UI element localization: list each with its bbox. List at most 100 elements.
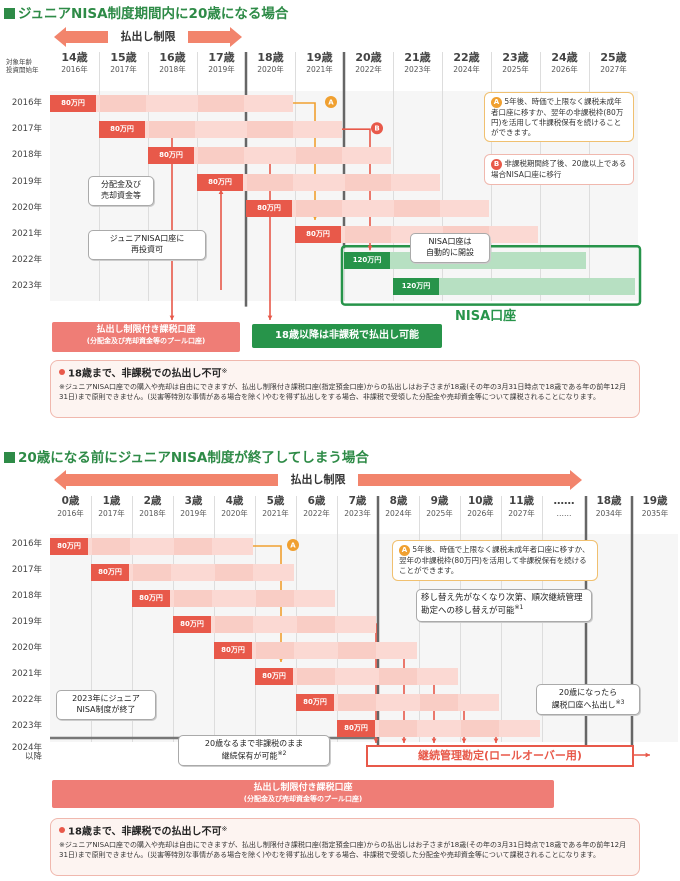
nisa-amount-box: 120万円 [393, 278, 439, 296]
column-year: 2026年 [467, 508, 494, 518]
amount-box: 80万円 [132, 590, 170, 607]
row-year-label: 2017年 [11, 124, 42, 135]
column-age: 17歳 [208, 51, 235, 64]
rollover-arrow-3-head [373, 738, 379, 743]
column-year: 2020年 [221, 508, 248, 518]
column-header: 0歳 2016年 [50, 496, 91, 517]
column-age: 18歳 [257, 51, 284, 64]
column-year: 2026年 [551, 65, 578, 74]
holding-period-cell [502, 720, 540, 737]
column-divider [91, 496, 92, 742]
restriction-label: 払出し制限 [278, 474, 358, 486]
holding-period-cell [338, 616, 376, 633]
amount-box: 80万円 [197, 173, 243, 191]
row-year-label: 2020年 [11, 202, 42, 213]
holding-period-cell [174, 538, 212, 555]
row-year-label: 2024年 以降 [11, 743, 42, 763]
holding-period-cell [296, 121, 342, 139]
column-age: 11歳 [508, 495, 535, 507]
column-divider [132, 496, 133, 742]
badge-a-marker [287, 539, 299, 551]
column-year: 2024年 [385, 508, 412, 518]
rollover-arrow-4-head [401, 738, 407, 743]
column-header: ………… [542, 496, 586, 517]
amount-box: 80万円 [50, 95, 96, 112]
amount-box: 80万円 [246, 199, 292, 217]
callout-end: 2023年にジュニア NISA制度が終了 [56, 690, 156, 720]
holding-period-cell [247, 95, 293, 112]
holding-period-cell [345, 173, 391, 191]
holding-period-cell [198, 95, 244, 112]
amount-box: 80万円 [173, 616, 211, 633]
nisa-account-outline [340, 244, 642, 306]
holding-period-cell [420, 694, 458, 711]
restriction-arrow-left [54, 470, 66, 490]
column-age: 6歳 [307, 495, 326, 507]
holding-period-cell [215, 538, 253, 555]
bullet-icon [59, 827, 65, 834]
row-year-label: 2019年 [11, 617, 42, 627]
holding-period-cell [198, 121, 244, 139]
info-box-1: 18歳まで、非課税での払出し不可※ ※ジュニアNISA口座での購入や売却は自由に… [50, 360, 640, 418]
column-year: 2017年 [98, 508, 125, 518]
amount-box: 80万円 [255, 668, 293, 685]
column-age: 1歳 [102, 495, 121, 507]
column-header: 5歳 2021年 [255, 496, 296, 517]
column-year: 2025年 [502, 65, 529, 74]
holding-period-cell [133, 538, 171, 555]
badge-a-icon: A [491, 97, 502, 108]
holding-period-cell [297, 668, 335, 685]
amount-box: 80万円 [295, 226, 341, 243]
holding-period-cell [247, 121, 293, 139]
nisa-account-label: NISA口座 [455, 309, 517, 324]
row-year-label: 2018年 [11, 150, 42, 161]
column-header: 4歳 2020年 [214, 496, 255, 517]
transfer-arrow-b-head [367, 245, 373, 251]
column-header: 3歳 2019年 [173, 496, 214, 517]
column-age: 14歳 [61, 51, 88, 64]
rollover-arrow-7-head [493, 738, 499, 743]
title-square-icon [4, 8, 15, 19]
section2-title: 20歳になる前にジュニアNISA制度が終了してしまう場合 [4, 446, 369, 466]
column-divider [442, 52, 443, 301]
column-header: 25歳 2027年 [589, 52, 638, 74]
column-header: 2歳 2018年 [132, 496, 173, 517]
column-year: 2019年 [180, 508, 207, 518]
column-year: 2025年 [426, 508, 453, 518]
column-header: 15歳 2017年 [99, 52, 148, 74]
holding-period-cell [338, 668, 376, 685]
column-age: 16歳 [159, 51, 186, 64]
restriction-arrow-right [570, 470, 582, 490]
holding-period-cell [256, 564, 294, 581]
holding-period-cell [461, 720, 499, 737]
column-header: 6歳 2022年 [296, 496, 337, 517]
column-year: 2019年 [208, 65, 235, 74]
holding-period-cell [379, 720, 417, 737]
column-age: 3歳 [184, 495, 203, 507]
info-box-2: 18歳まで、非課税での払出し不可※ ※ジュニアNISA口座での購入や売却は自由に… [50, 818, 640, 876]
section1-title: ジュニアNISA制度期間内に20歳になる場合 [4, 2, 288, 22]
holding-period-cell [149, 95, 195, 112]
row-year-label: 2016年 [11, 98, 42, 108]
row-year-label: 2023年 [11, 721, 42, 731]
column-age: 15歳 [110, 51, 137, 64]
holding-period-cell [420, 668, 458, 685]
axis-label: 対象年齢 投資開始年 [6, 58, 39, 75]
amount-box: 80万円 [99, 121, 145, 139]
row-year-label: 2017年 [11, 565, 42, 575]
column-header: 16歳 2018年 [148, 52, 197, 74]
badge-b-marker-text: B [374, 125, 379, 133]
column-age: 0歳 [61, 495, 80, 507]
row-year-label: 2018年 [11, 591, 42, 601]
holding-period-cell [215, 564, 253, 581]
column-header: 19歳 2021年 [295, 52, 344, 74]
holding-period-cell [215, 616, 253, 633]
row-year-label: 2019年 [11, 176, 42, 187]
column-year: 2023年 [344, 508, 371, 518]
banner-restricted-account-2: 払出し制限付き課税口座 (分配金及び売却資金等のプール口座) [52, 780, 554, 808]
column-year: 2034年 [595, 508, 623, 518]
column-age: …… [553, 495, 575, 507]
column-header: 20歳 2022年 [344, 52, 393, 74]
amount-box: 80万円 [91, 564, 129, 581]
holding-period-cell [256, 616, 294, 633]
